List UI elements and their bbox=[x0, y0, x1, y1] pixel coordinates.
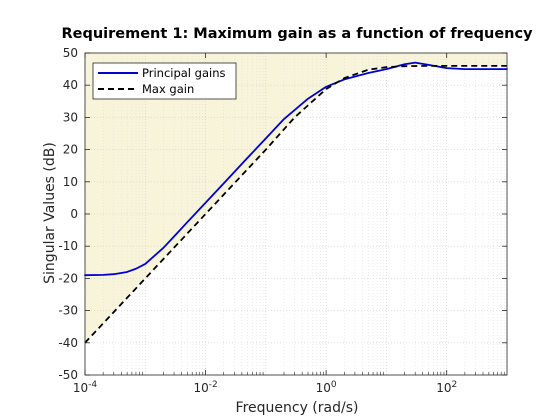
y-tick-label: -20 bbox=[58, 271, 78, 285]
chart-title: Requirement 1: Maximum gain as a functio… bbox=[61, 26, 533, 42]
x-tick-label: 100 bbox=[316, 380, 337, 395]
x-axis-label: Frequency (rad/s) bbox=[236, 400, 359, 416]
legend-box bbox=[92, 62, 237, 100]
y-tick-label: -50 bbox=[58, 368, 78, 382]
shaded-region bbox=[85, 53, 507, 343]
y-tick-label: -10 bbox=[58, 239, 78, 253]
y-tick-label: 30 bbox=[63, 110, 78, 124]
y-tick-label: 10 bbox=[63, 175, 78, 189]
x-tick-label: 102 bbox=[436, 380, 457, 395]
x-tick-label: 10-2 bbox=[193, 380, 217, 395]
y-tick-label: -40 bbox=[58, 336, 78, 350]
y-tick-label: -30 bbox=[58, 304, 78, 318]
y-tick-label: 20 bbox=[63, 143, 78, 157]
series-line-max-gain bbox=[84, 64, 507, 344]
y-tick-label: 50 bbox=[63, 46, 78, 60]
y-tick-label: 40 bbox=[63, 78, 78, 92]
legend-label-principal-gains: Principal gains bbox=[142, 66, 225, 80]
x-tick-label: 10-4 bbox=[73, 380, 98, 395]
y-axis-label: Singular Values (dB) bbox=[42, 142, 58, 284]
legend: Principal gains Max gain bbox=[92, 62, 237, 100]
y-tick-label: 0 bbox=[70, 207, 78, 221]
series-line-principal-gains bbox=[84, 61, 508, 277]
legend-label-max-gain: Max gain bbox=[142, 82, 194, 96]
